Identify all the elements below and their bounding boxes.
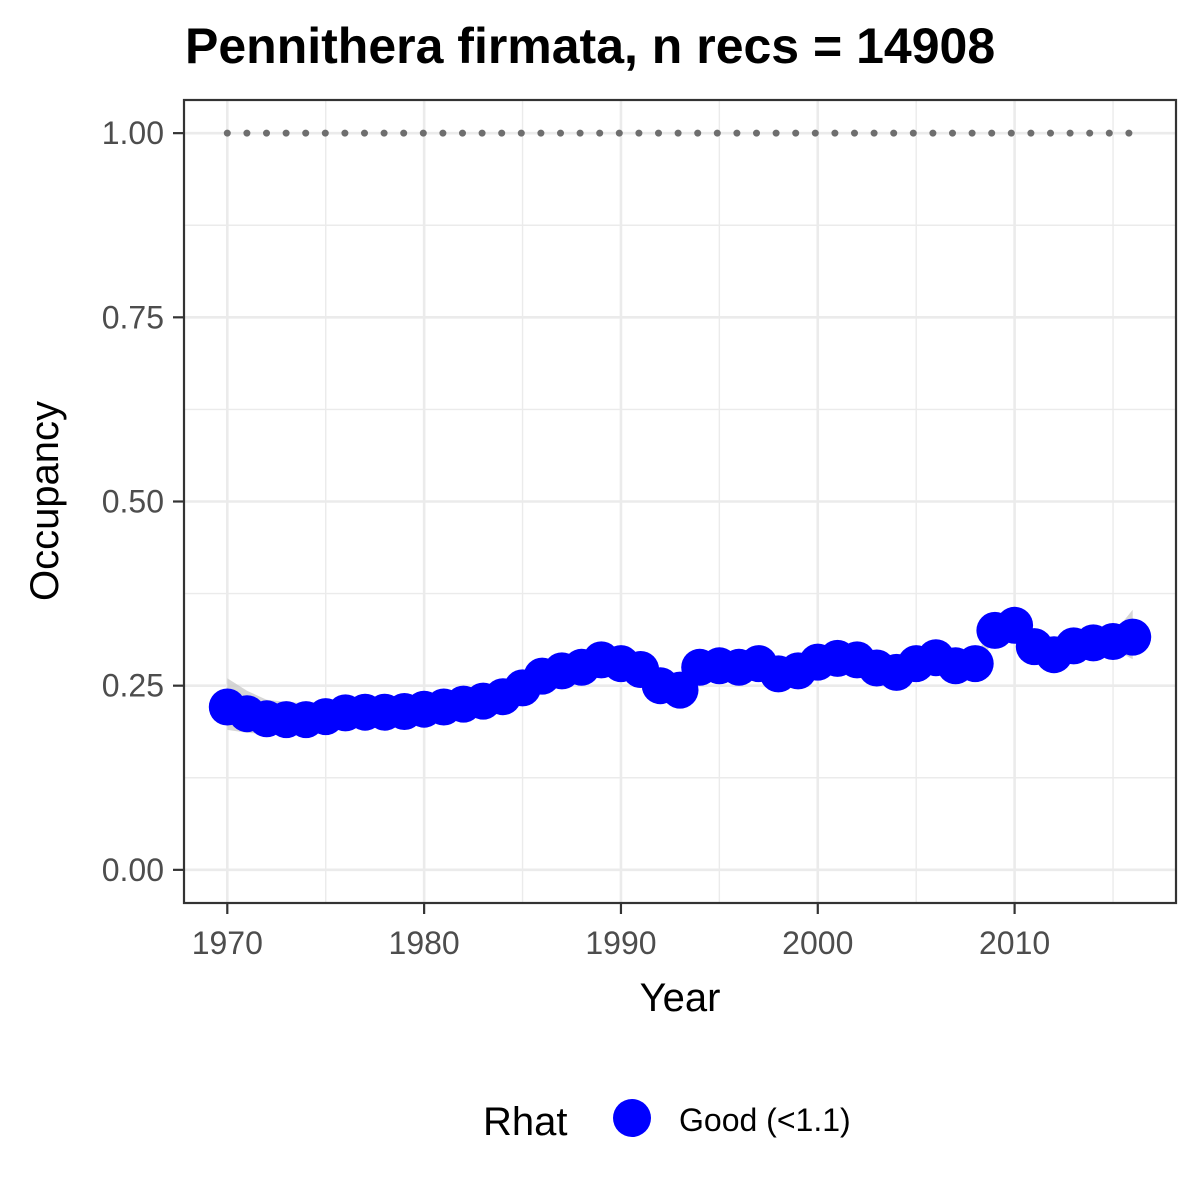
x-tick-label: 1980 xyxy=(389,925,460,961)
y-tick-label: 0.00 xyxy=(102,852,164,888)
x-axis-title: Year xyxy=(640,976,721,1020)
data-point-2008 xyxy=(956,645,994,683)
data-point-2016 xyxy=(1114,618,1152,656)
grid-lines xyxy=(184,100,1176,903)
axes: 1970 1980 1990 2000 2010 0.00 0.25 0.50 0.75 1.00 xyxy=(102,115,1050,961)
x-tick-label: 2000 xyxy=(782,925,853,961)
y-tick-label: 0.75 xyxy=(102,299,164,335)
y-tick-label: 0.25 xyxy=(102,668,164,704)
y-tick-label: 0.50 xyxy=(102,484,164,520)
legend-key-good xyxy=(613,1099,651,1137)
y-axis-title: Occupancy xyxy=(23,401,67,601)
legend-title: Rhat xyxy=(483,1100,568,1144)
occupancy-points xyxy=(208,606,1152,739)
legend: Rhat Good (<1.1) xyxy=(483,1099,851,1144)
chart-title: Pennithera firmata, n recs = 14908 xyxy=(185,18,995,74)
x-tick-label: 2010 xyxy=(979,925,1050,961)
x-tick-label: 1970 xyxy=(192,925,263,961)
x-tick-label: 1990 xyxy=(585,925,656,961)
y-tick-label: 1.00 xyxy=(102,115,164,151)
legend-label-good: Good (<1.1) xyxy=(679,1102,851,1138)
